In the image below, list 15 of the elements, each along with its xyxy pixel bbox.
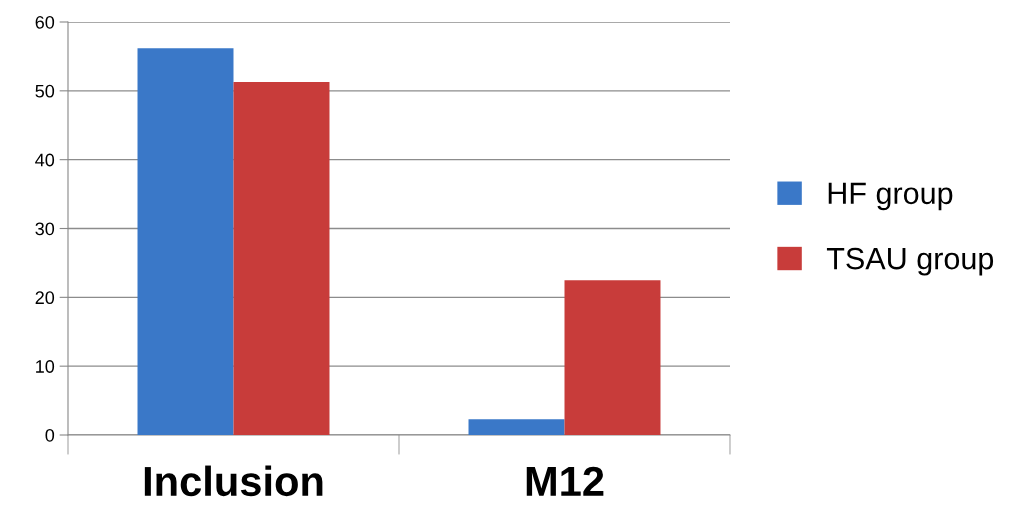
x-tick-label: Inclusion xyxy=(144,465,323,497)
y-tick-label: 0 xyxy=(45,428,55,442)
y-tick-label: 50 xyxy=(35,84,55,98)
x-tick-label: M12 xyxy=(526,466,604,496)
bar xyxy=(564,280,661,435)
legend-label: HF group xyxy=(828,182,953,211)
bar xyxy=(137,48,234,435)
y-tick-label: 20 xyxy=(35,291,55,305)
y-tick-label: 10 xyxy=(36,360,55,373)
legend-label: TSAU group xyxy=(826,247,994,276)
bar xyxy=(468,419,565,435)
y-tick-label: 60 xyxy=(35,15,55,29)
bar xyxy=(233,81,330,435)
y-tick-label: 30 xyxy=(35,222,55,236)
y-tick-label: 40 xyxy=(35,153,55,167)
